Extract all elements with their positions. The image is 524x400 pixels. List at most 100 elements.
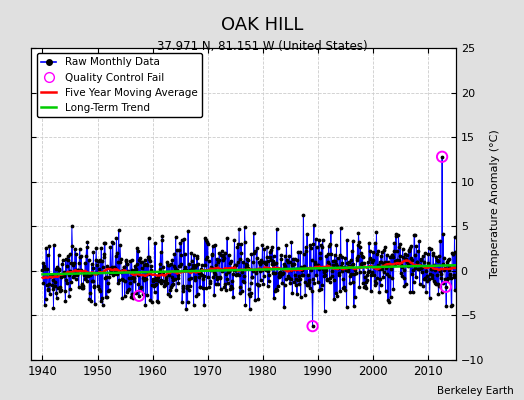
Point [401, 280, 410, 287]
Point [140, 273, 149, 280]
Point [70, 260, 78, 266]
Point [311, 258, 320, 265]
Point [82, 252, 90, 259]
Point [405, 248, 413, 254]
Point [80, 272, 89, 278]
Point [211, 241, 220, 248]
Point [288, 290, 297, 296]
Point [410, 232, 419, 238]
Point [418, 268, 426, 275]
Point [257, 267, 266, 274]
Point [409, 279, 418, 285]
Point [173, 272, 182, 278]
Point [160, 281, 169, 288]
Point [126, 257, 134, 264]
Point [208, 264, 216, 271]
Point [135, 257, 144, 263]
Text: Berkeley Earth: Berkeley Earth [437, 386, 514, 396]
Point [112, 267, 120, 274]
Point [299, 271, 307, 278]
Point [75, 246, 84, 252]
Point [254, 282, 262, 288]
Point [133, 245, 141, 251]
Point [108, 238, 116, 245]
Point [354, 230, 363, 237]
Point [230, 236, 238, 243]
Point [184, 276, 193, 282]
Point [284, 273, 292, 279]
Point [340, 264, 348, 270]
Point [434, 258, 442, 264]
Point [305, 241, 314, 248]
Point [280, 282, 289, 288]
Point [182, 306, 190, 312]
Point [95, 286, 104, 292]
Point [233, 244, 242, 250]
Point [111, 267, 119, 273]
Point [47, 273, 56, 279]
Point [335, 272, 343, 278]
Point [99, 302, 107, 308]
Point [97, 245, 105, 251]
Point [451, 287, 459, 294]
Point [412, 274, 420, 280]
Point [216, 286, 225, 292]
Point [74, 267, 82, 274]
Point [107, 266, 116, 273]
Point [424, 251, 432, 258]
Point [48, 281, 56, 288]
Point [245, 291, 254, 297]
Point [303, 282, 312, 288]
Point [152, 281, 160, 287]
Point [397, 262, 406, 268]
Point [176, 240, 184, 246]
Point [62, 256, 70, 262]
Point [419, 252, 428, 259]
Point [293, 257, 302, 263]
Point [95, 265, 103, 272]
Point [188, 258, 196, 264]
Point [330, 296, 339, 302]
Point [83, 278, 91, 284]
Point [256, 268, 264, 275]
Point [384, 296, 392, 303]
Point [427, 246, 435, 252]
Point [267, 257, 276, 263]
Point [359, 280, 367, 286]
Point [395, 244, 403, 250]
Point [277, 251, 286, 258]
Point [279, 266, 287, 272]
Point [396, 253, 404, 259]
Point [162, 275, 170, 281]
Point [110, 264, 118, 270]
Point [300, 263, 309, 269]
Point [77, 252, 85, 259]
Point [322, 267, 330, 273]
Point [270, 295, 278, 302]
Point [398, 264, 406, 270]
Point [63, 263, 71, 269]
Point [307, 267, 315, 273]
Point [278, 270, 286, 277]
Point [436, 238, 444, 245]
Point [248, 274, 257, 281]
Point [423, 278, 431, 284]
Point [450, 234, 458, 240]
Point [198, 262, 206, 268]
Point [236, 289, 244, 296]
Point [268, 244, 276, 250]
Point [72, 267, 81, 273]
Point [282, 257, 291, 264]
Point [451, 249, 460, 255]
Point [100, 254, 108, 260]
Point [159, 278, 168, 284]
Point [122, 289, 130, 296]
Point [315, 236, 323, 243]
Point [253, 281, 261, 287]
Point [267, 260, 276, 267]
Point [152, 277, 161, 283]
Point [447, 302, 456, 308]
Point [355, 284, 364, 291]
Point [287, 239, 296, 246]
Point [281, 252, 289, 259]
